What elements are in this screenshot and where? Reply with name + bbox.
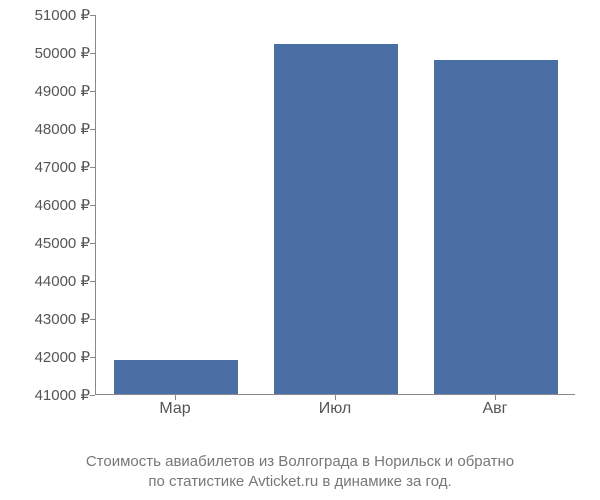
caption-line-2: по статистике Avticket.ru в динамике за … xyxy=(148,473,451,490)
y-tick-label: 44000 ₽ xyxy=(10,272,90,290)
y-tick-label: 47000 ₽ xyxy=(10,158,90,176)
plot-area xyxy=(95,15,575,395)
y-tick-mark xyxy=(90,91,95,92)
y-tick-label: 46000 ₽ xyxy=(10,196,90,214)
y-tick-label: 48000 ₽ xyxy=(10,120,90,138)
y-tick-mark xyxy=(90,53,95,54)
y-tick-label: 43000 ₽ xyxy=(10,310,90,328)
y-tick-label: 50000 ₽ xyxy=(10,44,90,62)
x-tick-label: Авг xyxy=(482,400,507,418)
y-tick-label: 51000 ₽ xyxy=(10,6,90,24)
y-tick-mark xyxy=(90,357,95,358)
y-tick-mark xyxy=(90,205,95,206)
bar xyxy=(434,60,559,394)
y-tick-mark xyxy=(90,319,95,320)
y-tick-label: 49000 ₽ xyxy=(10,82,90,100)
y-tick-label: 45000 ₽ xyxy=(10,234,90,252)
bar xyxy=(114,360,239,394)
caption-line-1: Стоимость авиабилетов из Волгограда в Но… xyxy=(86,453,514,470)
y-tick-mark xyxy=(90,395,95,396)
y-tick-mark xyxy=(90,281,95,282)
y-tick-mark xyxy=(90,129,95,130)
y-tick-mark xyxy=(90,15,95,16)
y-tick-label: 41000 ₽ xyxy=(10,386,90,404)
x-tick-label: Июл xyxy=(319,400,351,418)
x-tick-label: Мар xyxy=(159,400,190,418)
y-tick-mark xyxy=(90,243,95,244)
price-bar-chart: 41000 ₽ 42000 ₽ 43000 ₽ 44000 ₽ 45000 ₽ 46000… xyxy=(10,10,590,450)
y-tick-mark xyxy=(90,167,95,168)
bar xyxy=(274,44,399,394)
chart-caption: Стоимость авиабилетов из Волгограда в Но… xyxy=(0,452,600,493)
y-tick-label: 42000 ₽ xyxy=(10,348,90,366)
